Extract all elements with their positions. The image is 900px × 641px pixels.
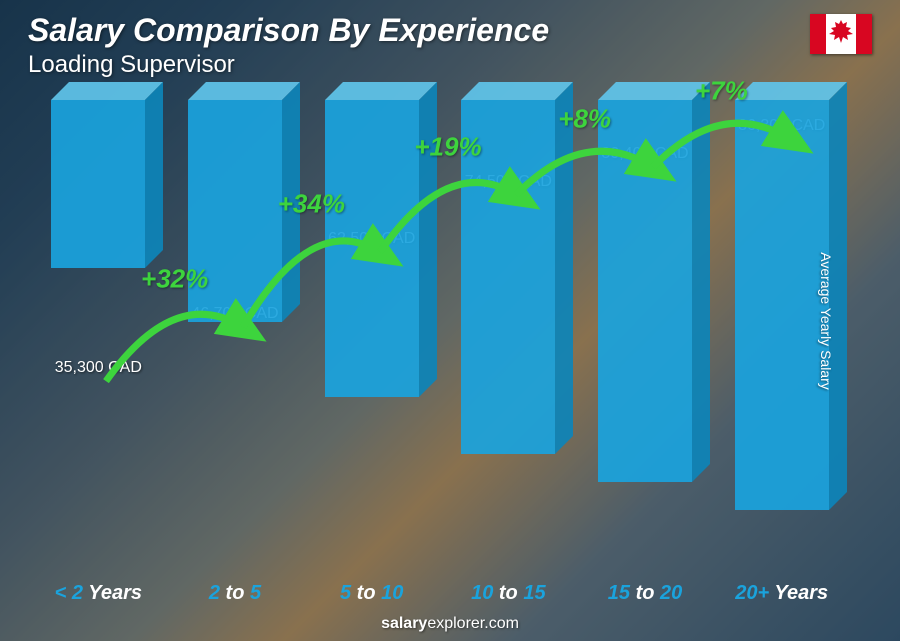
- chart-header: Salary Comparison By Experience Loading …: [28, 12, 549, 79]
- category-label: 10 to 15: [440, 582, 577, 605]
- canada-flag-icon: [810, 14, 872, 54]
- category-label: 20+ Years: [713, 582, 850, 605]
- pct-label: +19%: [414, 132, 481, 163]
- pct-label: +32%: [141, 264, 208, 295]
- pct-label: +8%: [558, 104, 611, 135]
- category-label: 15 to 20: [577, 582, 714, 605]
- y-axis-label: Average Yearly Salary: [817, 252, 833, 390]
- footer-brand-rest: explorer.com: [427, 615, 519, 632]
- chart-subtitle: Loading Supervisor: [28, 51, 549, 79]
- footer-brand-bold: salary: [381, 615, 427, 632]
- chart-title: Salary Comparison By Experience: [28, 12, 549, 49]
- category-label: 5 to 10: [303, 582, 440, 605]
- pct-label: +34%: [278, 189, 345, 220]
- bar: [51, 100, 145, 268]
- footer-brand: salaryexplorer.com: [0, 615, 900, 633]
- pct-label: +7%: [695, 76, 748, 107]
- categories-row: < 2 Years2 to 55 to 1010 to 1515 to 2020…: [30, 582, 850, 605]
- category-label: < 2 Years: [30, 582, 167, 605]
- increase-arrow: +7%: [628, 72, 815, 192]
- category-label: 2 to 5: [167, 582, 304, 605]
